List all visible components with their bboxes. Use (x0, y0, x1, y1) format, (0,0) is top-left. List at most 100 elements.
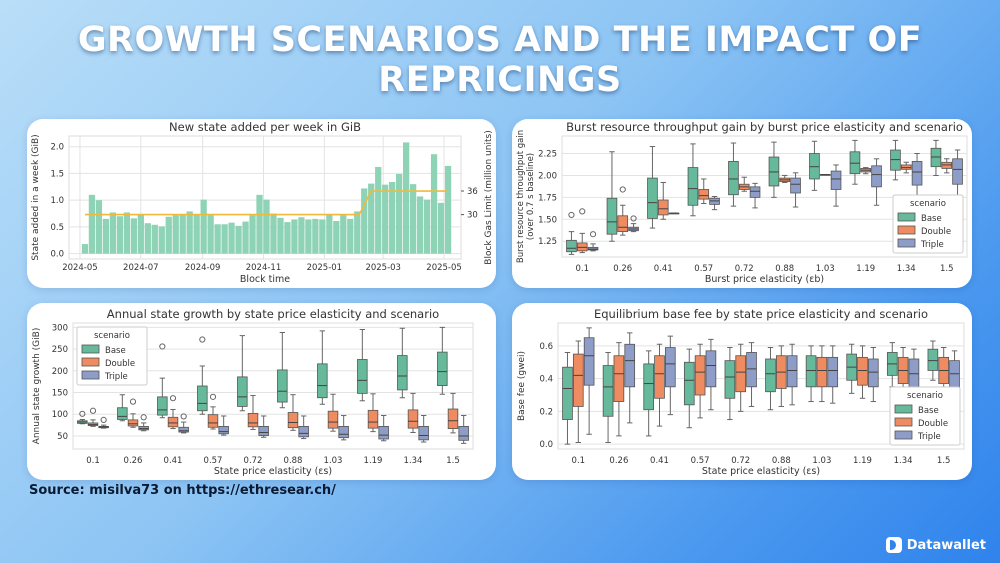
legend-swatch-base (897, 212, 916, 222)
box-triple (830, 164, 842, 207)
box (207, 414, 219, 428)
box-double (617, 186, 629, 236)
outlier-point (169, 395, 177, 402)
bar (298, 217, 305, 254)
y-axis-label: State added in a week (GiB) (31, 134, 41, 260)
box-double (775, 345, 787, 407)
x-tick-label: 0.41 (654, 264, 673, 274)
bar (81, 244, 89, 254)
box-base (397, 327, 408, 399)
box (643, 363, 654, 411)
box (566, 239, 577, 253)
box (407, 409, 419, 429)
box (298, 426, 309, 438)
y2-tick-label: 30 (467, 211, 478, 221)
bar (382, 184, 389, 254)
box (127, 419, 139, 427)
box-double (694, 343, 706, 419)
box (167, 416, 179, 428)
box (583, 337, 595, 386)
brand-logo: Datawallet (885, 537, 986, 553)
bar (235, 225, 242, 254)
y-tick-label: 2.00 (538, 171, 557, 181)
legend-title: scenario (910, 199, 946, 209)
x-tick-label: 2024-09 (185, 263, 221, 273)
y-tick-label: 250 (52, 345, 68, 355)
legend-label: Double (921, 227, 951, 237)
box (617, 215, 629, 232)
box (338, 426, 349, 439)
box (218, 426, 229, 435)
box-triple (709, 196, 720, 211)
box-double (327, 393, 339, 432)
box-triple (827, 345, 839, 404)
bar (214, 224, 221, 254)
y-tick-label: 0.0 (50, 250, 64, 260)
y2-tick-label: 36 (467, 187, 478, 197)
box (952, 158, 963, 185)
box (911, 161, 923, 186)
y-tick-label: 100 (52, 410, 68, 420)
bar (270, 213, 277, 254)
box-double (941, 158, 953, 174)
box-base (930, 139, 942, 176)
box (117, 407, 128, 420)
legend: scenario Base Double Triple (889, 386, 961, 446)
x-tick-label: 2024-07 (123, 263, 159, 273)
box-double (819, 174, 831, 176)
x-tick-label: 0.1 (575, 264, 589, 274)
y2-axis-label: Block Gas Limit (million units) (484, 130, 494, 264)
box-double (698, 178, 710, 205)
base-fee-chart-card: Equilibrium base fee by state price elas… (512, 303, 972, 480)
box-double (779, 174, 791, 183)
outlier-point (619, 186, 626, 193)
legend: scenario Base Double Triple (892, 194, 964, 254)
y-tick-label: 1.0 (50, 196, 64, 206)
y-tick-label: 300 (52, 323, 68, 333)
x-tick-label: 0.72 (735, 264, 754, 274)
outlier-point (89, 407, 97, 414)
box (654, 355, 665, 399)
box (317, 363, 328, 399)
box (418, 426, 429, 441)
box-base (647, 146, 658, 229)
box-double (87, 407, 99, 427)
legend-swatch-double (894, 417, 913, 427)
box (357, 359, 368, 394)
bar (402, 142, 410, 254)
legend-label: Double (105, 359, 135, 369)
legend-swatch-double (897, 225, 916, 235)
box (562, 366, 573, 420)
bar (144, 223, 151, 254)
box (665, 347, 676, 388)
box-triple (178, 413, 189, 434)
box (683, 361, 695, 406)
y-axis-label: Annual state growth (GiB) (32, 328, 42, 445)
legend-swatch-triple (897, 238, 916, 248)
box-base (357, 329, 368, 402)
outlier-point (630, 215, 637, 222)
box-double (860, 167, 872, 175)
x-tick-label: 1.5 (940, 264, 954, 274)
box-base (809, 140, 820, 191)
x-axis-label: Block time (240, 274, 290, 285)
y-axis-label: Base fee (gwei) (517, 351, 527, 421)
legend-box (76, 326, 148, 386)
source-caption: Source: misilva73 on https://ethresear.c… (29, 483, 336, 498)
x-tick-label: 0.57 (694, 264, 713, 274)
y-tick-label: 1.75 (538, 193, 557, 203)
bar (430, 154, 438, 254)
outlier-point (79, 410, 86, 417)
box-triple (338, 415, 349, 441)
chart-title: Annual state growth by state price elast… (107, 307, 439, 321)
box (247, 412, 259, 428)
x-tick-label: 0.57 (691, 456, 710, 466)
legend-title: scenario (907, 391, 943, 401)
bar (165, 216, 172, 254)
box-base (768, 141, 780, 198)
outlier-point (100, 416, 107, 423)
x-tick-label: 0.72 (244, 456, 263, 466)
brand-name: Datawallet (906, 537, 986, 553)
legend-label: Base (105, 346, 126, 356)
x-tick-label: 1.5 (937, 456, 951, 466)
